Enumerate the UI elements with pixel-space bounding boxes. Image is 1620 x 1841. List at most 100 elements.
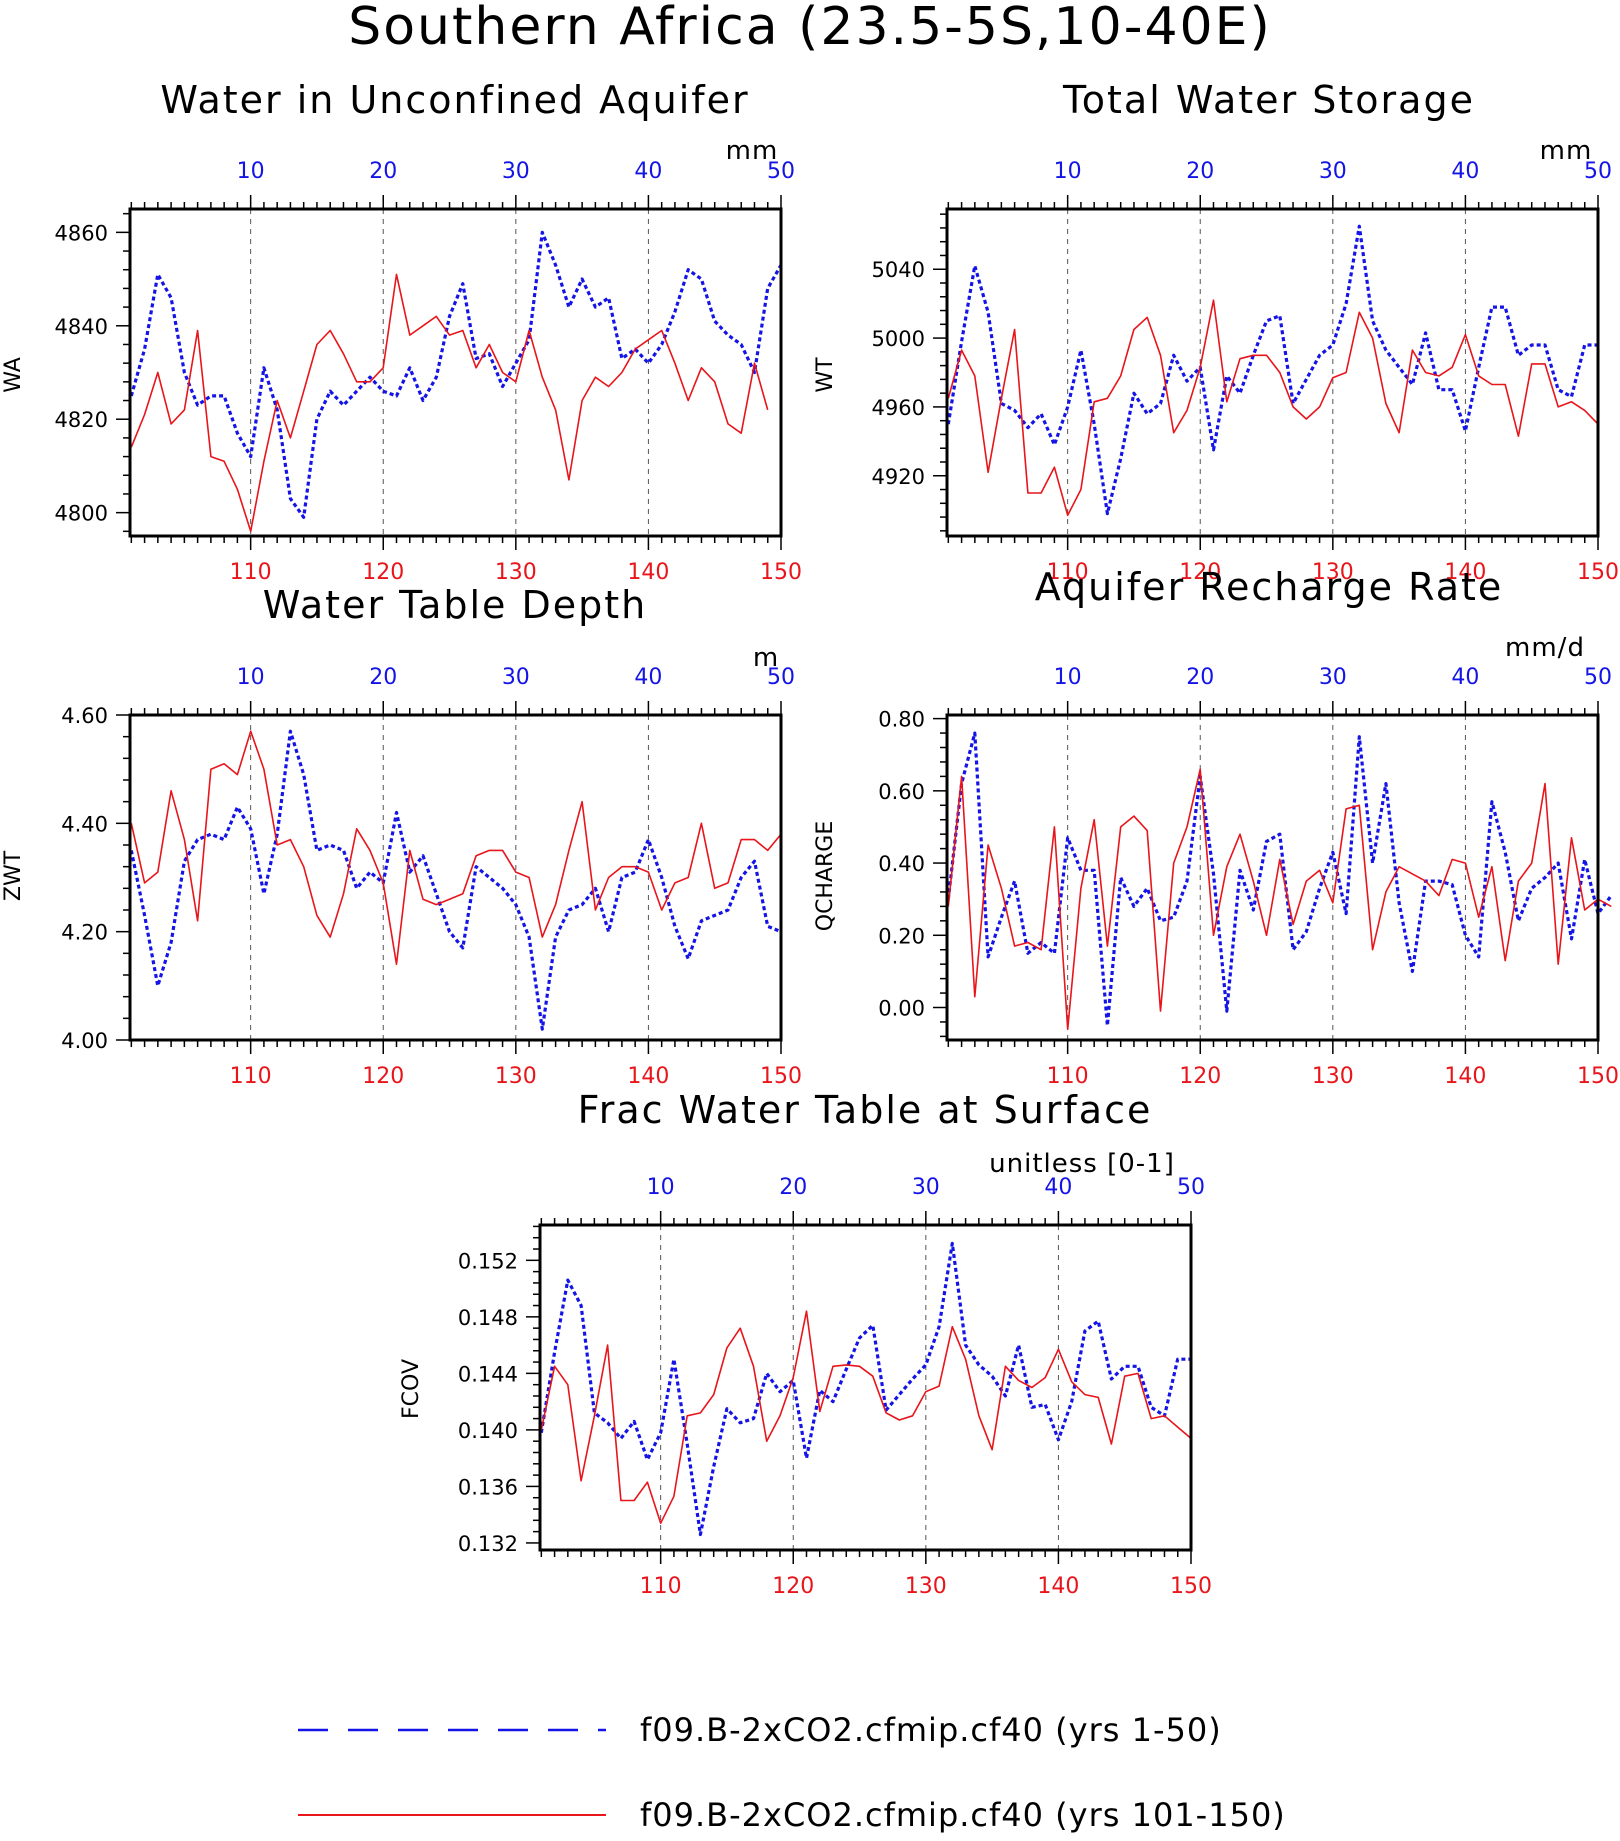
x-top-tick-label: 10 bbox=[237, 159, 265, 184]
x-top-tick-label: 50 bbox=[1177, 1175, 1205, 1200]
x-bottom-tick-label: 110 bbox=[640, 1574, 682, 1599]
x-bottom-tick-label: 130 bbox=[1312, 560, 1354, 585]
x-bottom-tick-label: 140 bbox=[1444, 1064, 1486, 1089]
y-axis-label: WA bbox=[1, 357, 26, 393]
y-tick-label: 0.140 bbox=[458, 1419, 518, 1443]
x-top-tick-label: 30 bbox=[502, 665, 530, 690]
y-tick-label: 0.20 bbox=[878, 924, 925, 948]
x-top-tick-label: 10 bbox=[1054, 159, 1082, 184]
y-tick-label: 0.00 bbox=[878, 997, 925, 1021]
x-top-tick-label: 20 bbox=[779, 1175, 807, 1200]
x-bottom-tick-label: 140 bbox=[627, 560, 669, 585]
x-bottom-tick-label: 140 bbox=[1037, 1574, 1079, 1599]
y-tick-label: 4.60 bbox=[61, 704, 108, 728]
x-top-tick-label: 50 bbox=[767, 665, 795, 690]
plot-frame bbox=[128, 207, 783, 538]
y-tick-label: 4820 bbox=[55, 408, 108, 432]
series-line-yrs-101-150 bbox=[130, 730, 782, 966]
y-tick-label: 0.136 bbox=[458, 1475, 518, 1499]
plot-frame bbox=[128, 713, 783, 1042]
y-axis-label: ZWT bbox=[1, 850, 26, 901]
x-bottom-tick-label: 130 bbox=[905, 1574, 947, 1599]
panel-title: Total Water Storage bbox=[1062, 78, 1475, 122]
x-top-tick-label: 20 bbox=[369, 159, 397, 184]
y-tick-label: 4840 bbox=[55, 315, 108, 339]
series-line-yrs-101-150 bbox=[540, 1310, 1192, 1524]
panel-title: Aquifer Recharge Rate bbox=[1035, 565, 1504, 609]
plot-frame bbox=[945, 713, 1600, 1042]
x-top-tick-label: 50 bbox=[1584, 665, 1612, 690]
panel-aquifer-recharge-rate: Aquifer Recharge Rate mm/d QCHARGE 0.00 0… bbox=[813, 565, 1619, 1089]
series-line-yrs-1-50 bbox=[946, 731, 1613, 1028]
panel-water-table-depth: Water Table Depth m ZWT 4.00 4.20 4.40 4.60… bbox=[1, 583, 802, 1089]
x-top-tick-label: 50 bbox=[1584, 159, 1612, 184]
x-top-tick-label: 40 bbox=[634, 159, 662, 184]
y-tick-label: 4860 bbox=[55, 221, 108, 245]
x-top-tick-label: 30 bbox=[1319, 665, 1347, 690]
y-tick-label: 4.20 bbox=[61, 921, 108, 945]
y-axis-label: QCHARGE bbox=[813, 821, 838, 932]
x-top-tick-label: 20 bbox=[1186, 159, 1214, 184]
x-top-tick-label: 10 bbox=[237, 665, 265, 690]
panel-water-in-unconfined-aquifer: Water in Unconfined Aquifer mm WA 4800 48… bbox=[1, 78, 802, 585]
series-line-yrs-1-50 bbox=[129, 729, 782, 1031]
panel-title: Frac Water Table at Surface bbox=[578, 1088, 1153, 1132]
x-bottom-tick-label: 140 bbox=[1444, 560, 1486, 585]
panel-title: Water Table Depth bbox=[263, 583, 648, 627]
series-line-yrs-101-150 bbox=[130, 273, 769, 533]
y-tick-label: 4800 bbox=[55, 502, 108, 526]
y-tick-label: 0.40 bbox=[878, 852, 925, 876]
y-tick-label: 0.152 bbox=[458, 1249, 518, 1273]
x-top-tick-label: 40 bbox=[1451, 159, 1479, 184]
x-bottom-tick-label: 150 bbox=[1577, 1064, 1619, 1089]
plot-frame bbox=[538, 1223, 1193, 1552]
y-tick-label: 0.144 bbox=[458, 1362, 518, 1386]
y-tick-label: 0.132 bbox=[458, 1532, 518, 1556]
y-tick-label: 0.148 bbox=[458, 1306, 518, 1330]
x-top-tick-label: 30 bbox=[1319, 159, 1347, 184]
x-bottom-tick-label: 120 bbox=[1179, 1064, 1221, 1089]
x-top-tick-label: 40 bbox=[634, 665, 662, 690]
series-line-yrs-101-150 bbox=[947, 299, 1599, 517]
x-top-tick-label: 40 bbox=[1451, 665, 1479, 690]
x-bottom-tick-label: 120 bbox=[772, 1574, 814, 1599]
x-bottom-tick-label: 150 bbox=[1577, 560, 1619, 585]
x-top-tick-label: 30 bbox=[912, 1175, 940, 1200]
series-line-yrs-1-50 bbox=[539, 1241, 1191, 1537]
x-top-tick-label: 10 bbox=[1054, 665, 1082, 690]
y-axis-label: WT bbox=[813, 357, 838, 393]
y-tick-label: 0.60 bbox=[878, 780, 925, 804]
legend-label: f09.B-2xCO2.cfmip.cf40 (yrs 1-50) bbox=[640, 1711, 1222, 1749]
y-tick-label: 4.40 bbox=[61, 812, 108, 836]
x-bottom-tick-label: 120 bbox=[362, 560, 404, 585]
units-label: m bbox=[753, 643, 779, 673]
x-bottom-tick-label: 130 bbox=[1312, 1064, 1354, 1089]
x-bottom-tick-label: 140 bbox=[627, 1064, 669, 1089]
plot-frame bbox=[945, 207, 1600, 538]
x-bottom-tick-label: 150 bbox=[760, 560, 802, 585]
legend-label: f09.B-2xCO2.cfmip.cf40 (yrs 101-150) bbox=[640, 1796, 1286, 1834]
units-label: mm bbox=[1540, 136, 1593, 166]
x-bottom-tick-label: 120 bbox=[1179, 560, 1221, 585]
x-top-tick-label: 20 bbox=[369, 665, 397, 690]
y-tick-label: 4.00 bbox=[61, 1029, 108, 1053]
units-label: unitless [0-1] bbox=[989, 1149, 1175, 1179]
y-tick-label: 0.80 bbox=[878, 708, 925, 732]
x-top-tick-label: 50 bbox=[767, 159, 795, 184]
x-bottom-tick-label: 150 bbox=[760, 1064, 802, 1089]
series-line-yrs-1-50 bbox=[129, 230, 783, 519]
x-top-tick-label: 40 bbox=[1044, 1175, 1072, 1200]
x-bottom-tick-label: 150 bbox=[1170, 1574, 1212, 1599]
x-bottom-tick-label: 110 bbox=[1047, 560, 1089, 585]
x-bottom-tick-label: 110 bbox=[230, 560, 272, 585]
y-tick-label: 4920 bbox=[872, 465, 925, 489]
x-bottom-tick-label: 130 bbox=[495, 560, 537, 585]
panel-total-water-storage: Total Water Storage mm WT 4920 4960 5000 50… bbox=[813, 78, 1619, 585]
main-title: Southern Africa (23.5-5S,10-40E) bbox=[348, 0, 1272, 57]
x-top-tick-label: 10 bbox=[647, 1175, 675, 1200]
y-tick-label: 5040 bbox=[872, 258, 925, 282]
y-tick-label: 5000 bbox=[872, 327, 925, 351]
y-tick-label: 4960 bbox=[872, 396, 925, 420]
